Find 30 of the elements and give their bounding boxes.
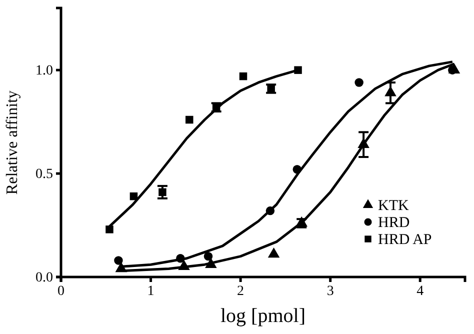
y-tick-label: 0.0 [36,270,53,286]
point [268,247,280,258]
legend-label: HRD AP [378,232,432,248]
point [354,78,364,87]
point [186,116,194,124]
point [266,206,275,216]
y-tick-label: 0.5 [36,167,53,182]
legend-label: HRD [378,215,410,231]
y-axis-title: Relative affinity [4,90,21,195]
point [205,258,217,268]
x-tick-label: 1 [147,284,154,299]
point [239,72,248,80]
point [178,260,190,270]
x-tick-label: 3 [326,284,334,299]
point [115,262,128,272]
point [204,252,213,261]
point [176,254,185,263]
y-tick-label: 1.0 [36,64,53,79]
x-axis-title: log [pmol] [220,305,306,327]
point [292,165,302,174]
point [114,256,123,265]
point [130,192,138,200]
x-tick-label: 4 [416,284,424,299]
x-tick-label: 0 [58,284,64,299]
legend-label: KTK [378,198,409,214]
point [294,66,302,74]
point [106,226,114,234]
point [158,188,166,196]
point [267,84,275,93]
x-tick-label: 2 [237,284,244,299]
